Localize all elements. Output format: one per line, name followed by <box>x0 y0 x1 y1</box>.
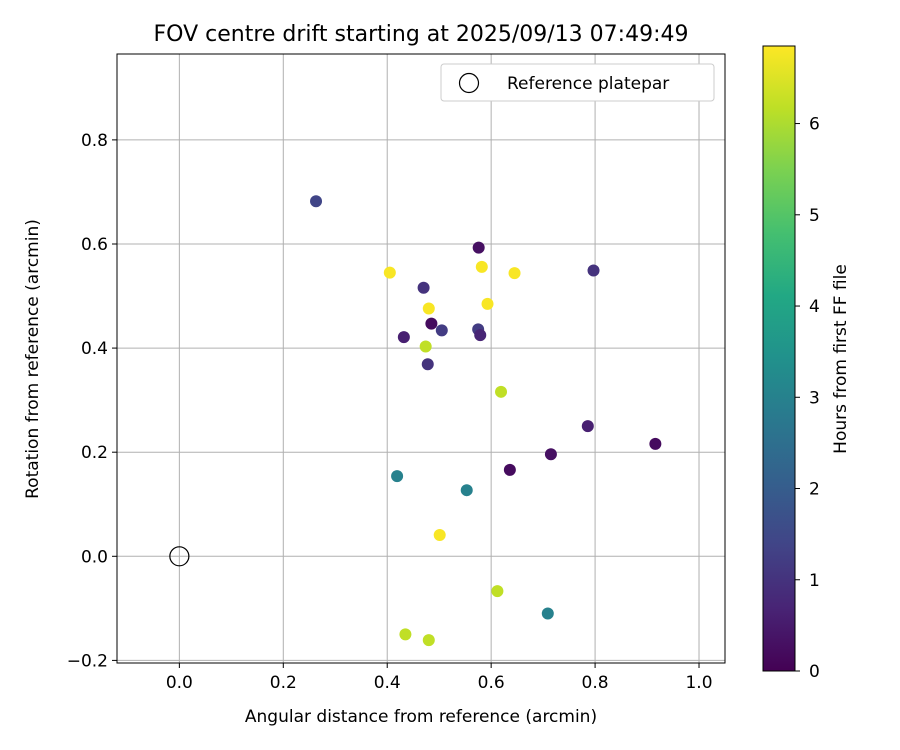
data-point <box>422 302 435 315</box>
y-axis-ticks: −0.2 0.0 0.2 0.4 0.6 0.8 <box>67 131 117 671</box>
y-axis-label: Rotation from reference (arcmin) <box>23 219 43 499</box>
y-tick-label: 0.2 <box>81 443 108 463</box>
legend-box <box>440 63 715 102</box>
y-tick-label: 0.0 <box>81 547 108 567</box>
reference-marker <box>169 546 190 567</box>
data-point <box>417 281 430 294</box>
x-tick-label: 0.2 <box>270 673 297 693</box>
colorbar-tick-label: 1 <box>809 571 820 591</box>
data-point <box>421 358 434 371</box>
grid <box>117 54 725 663</box>
plot-frame <box>116 53 726 664</box>
data-point <box>491 585 504 598</box>
data-point <box>587 264 600 277</box>
data-point <box>399 628 412 641</box>
y-tick-label: 0.6 <box>81 235 108 255</box>
colorbar: 0 1 2 3 4 5 6 Hours from first FF file <box>762 45 851 682</box>
data-point <box>541 607 554 620</box>
data-point <box>472 241 485 254</box>
x-tick-label: 1.0 <box>685 673 712 693</box>
x-tick-label: 0.8 <box>582 673 609 693</box>
plot-area: 0.0 0.2 0.4 0.6 0.8 1.0 −0.2 0.0 0.2 0.4 0.6 0.8 R… <box>67 53 726 693</box>
data-point <box>474 329 487 342</box>
data-point <box>397 331 410 344</box>
x-axis-label: Angular distance from reference (arcmin) <box>245 707 597 727</box>
legend-label: Reference platepar <box>507 74 669 94</box>
colorbar-tick-label: 4 <box>809 297 820 317</box>
colorbar-tick-label: 2 <box>809 480 820 500</box>
data-point <box>422 634 435 647</box>
data-point <box>433 528 446 541</box>
data-point <box>435 324 448 337</box>
colorbar-gradient <box>762 45 796 672</box>
legend-marker <box>458 72 480 94</box>
data-point <box>419 340 432 353</box>
x-tick-label: 0.6 <box>478 673 505 693</box>
data-point <box>649 437 662 450</box>
y-tick-label: 0.8 <box>81 131 108 151</box>
y-tick-label: −0.2 <box>67 651 108 671</box>
colorbar-tick-label: 6 <box>809 115 820 135</box>
data-point <box>581 420 594 433</box>
reference-point <box>169 546 190 567</box>
data-point <box>310 195 323 208</box>
x-tick-label: 0.4 <box>374 673 401 693</box>
y-tick-label: 0.4 <box>81 339 108 359</box>
data-point <box>495 385 508 398</box>
legend: Reference platepar <box>440 63 715 102</box>
data-point <box>383 266 396 279</box>
data-point <box>544 448 557 461</box>
data-point <box>391 470 404 483</box>
scatter-points <box>310 195 662 647</box>
colorbar-tick-label: 5 <box>809 206 820 226</box>
x-tick-label: 0.0 <box>166 673 193 693</box>
data-point <box>475 260 488 273</box>
chart-title: FOV centre drift starting at 2025/09/13 … <box>154 22 689 47</box>
colorbar-tick-label: 3 <box>809 388 820 408</box>
x-axis-ticks: 0.0 0.2 0.4 0.6 0.8 1.0 <box>166 663 713 693</box>
colorbar-ticks: 0 1 2 3 4 5 6 <box>795 115 820 682</box>
data-point <box>481 297 494 310</box>
colorbar-tick-label: 0 <box>809 662 820 682</box>
data-point <box>508 267 521 280</box>
data-point <box>503 463 516 476</box>
data-point <box>460 484 473 497</box>
colorbar-label: Hours from first FF file <box>831 264 851 454</box>
data-point <box>425 317 438 330</box>
